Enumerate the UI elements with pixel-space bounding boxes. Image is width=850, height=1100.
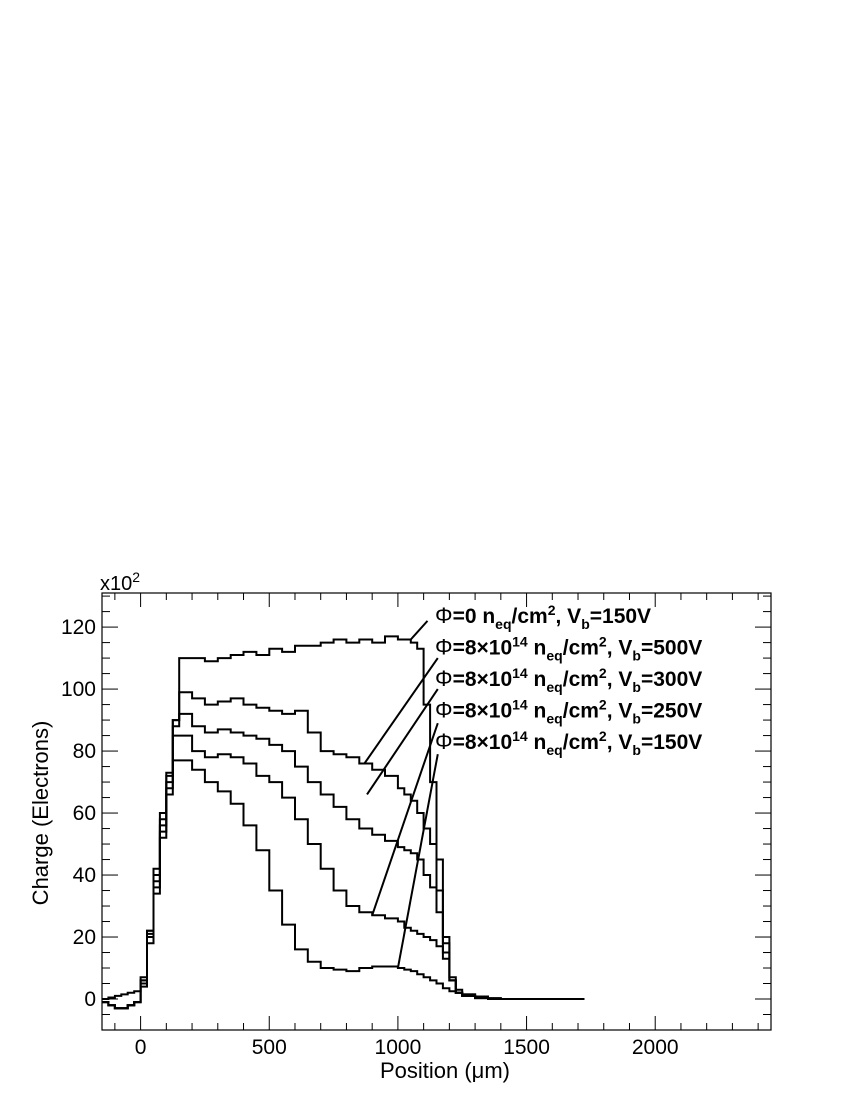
legend-part-a: =8×10: [453, 700, 513, 723]
tick-labels: 0 500 1000 1500 2000 0 20 40 60 80 100 120: [61, 616, 679, 1059]
legend-part-sub1: eq: [546, 679, 562, 695]
legend-part-e: =500V: [641, 637, 702, 660]
legend-part-d: , V: [607, 637, 633, 660]
legend-part-sup1: 14: [512, 634, 528, 650]
legend-part-b: /cm: [512, 605, 548, 628]
y-tick-label: 100: [61, 678, 96, 701]
legend-part-sup1: 14: [512, 728, 528, 744]
x-tick-label: 1500: [503, 1036, 550, 1059]
legend-part-sup1: 14: [512, 697, 528, 713]
legend-part-sup2: 2: [599, 634, 607, 650]
legend-entry-4: Φ=8×1014 neq/cm2, Vb=250V: [435, 697, 702, 727]
annotation-line-1: [410, 620, 429, 641]
x-tick-label: 0: [135, 1036, 147, 1059]
legend-part-sup2: 2: [599, 697, 607, 713]
legend-part-sym: Φ: [435, 603, 453, 628]
annotation-lines: [363, 620, 439, 969]
y-multiplier: x102: [100, 569, 140, 595]
legend-part-sub3: b: [632, 648, 641, 664]
legend-part-sym: Φ: [435, 698, 453, 723]
legend-part-d: , V: [607, 700, 633, 723]
legend-entry-1: Φ=0 neq/cm2, Vb=150V: [435, 602, 651, 632]
legend-entry-2: Φ=8×1014 neq/cm2, Vb=500V: [435, 634, 702, 664]
legend-part-sym: Φ: [435, 635, 453, 660]
legend-part-sup2: 2: [599, 665, 607, 681]
series-line-4: [102, 734, 585, 1010]
legend-part-c: , V: [556, 605, 582, 628]
legend-part-sym: Φ: [435, 666, 453, 691]
y-tick-label: 40: [73, 864, 96, 887]
series-layer: [102, 635, 585, 1010]
annotation-line-3: [366, 688, 439, 796]
legend-part-d: =150V: [590, 605, 651, 628]
x-axis-title: Position (μm): [380, 1058, 510, 1083]
legend-part-b: n: [528, 731, 547, 754]
series-line-3: [102, 712, 585, 1010]
y-tick-label: 0: [84, 988, 96, 1011]
annotation-line-5: [396, 753, 439, 969]
legend-part-b: n: [528, 700, 547, 723]
legend-entry-3: Φ=8×1014 neq/cm2, Vb=300V: [435, 665, 702, 695]
legend-part-e: =150V: [641, 731, 702, 754]
legend-part-sup2: 2: [548, 602, 556, 618]
legend-part-sup2: 2: [599, 728, 607, 744]
series-line-5: [102, 759, 585, 1010]
legend-part-c: /cm: [563, 731, 599, 754]
legend-part-d: , V: [607, 668, 633, 691]
legend-part-sym: Φ: [435, 729, 453, 754]
legend-part-a: =0 n: [453, 605, 496, 628]
y-tick-label: 120: [61, 616, 96, 639]
legend-part-c: /cm: [563, 700, 599, 723]
y-tick-label: 80: [73, 740, 96, 763]
legend-part-b: n: [528, 668, 547, 691]
legend-part-b: n: [528, 637, 547, 660]
y-multiplier-base: x10: [100, 573, 132, 595]
legend-part-c: /cm: [563, 668, 599, 691]
y-tick-label: 20: [73, 926, 96, 949]
plot-frame: [101, 592, 772, 1031]
legend-part-sub3: b: [632, 742, 641, 758]
annotation-line-4: [371, 722, 439, 916]
x-tick-label: 1000: [375, 1036, 422, 1059]
legend-part-e: =250V: [641, 700, 702, 723]
legend-part-sub3: b: [632, 679, 641, 695]
legend-part-sub3: b: [632, 711, 641, 727]
legend-part-a: =8×10: [453, 668, 513, 691]
y-axis-title: Charge (Electrons): [28, 721, 53, 906]
legend-part-c: /cm: [563, 637, 599, 660]
legend-part-e: =300V: [641, 668, 702, 691]
annotation-line-2: [363, 657, 439, 765]
legend-part-a: =8×10: [453, 637, 513, 660]
legend-entry-5: Φ=8×1014 neq/cm2, Vb=150V: [435, 728, 702, 758]
legend-part-sub3: b: [581, 616, 590, 632]
legend-part-sub1: eq: [546, 648, 562, 664]
y-tick-label: 60: [73, 802, 96, 825]
y-multiplier-exp: 2: [132, 569, 140, 585]
x-tick-label: 2000: [632, 1036, 679, 1059]
legend-part-d: , V: [607, 731, 633, 754]
legend-part-sub1: eq: [546, 742, 562, 758]
legend-part-sup1: 14: [512, 665, 528, 681]
legend-part-sub1: eq: [546, 711, 562, 727]
axis-ticks: [102, 593, 771, 1030]
legend-part-a: =8×10: [453, 731, 513, 754]
plot-border: [101, 592, 772, 1031]
legend-part-sub1: eq: [495, 616, 511, 632]
x-tick-label: 500: [252, 1036, 287, 1059]
